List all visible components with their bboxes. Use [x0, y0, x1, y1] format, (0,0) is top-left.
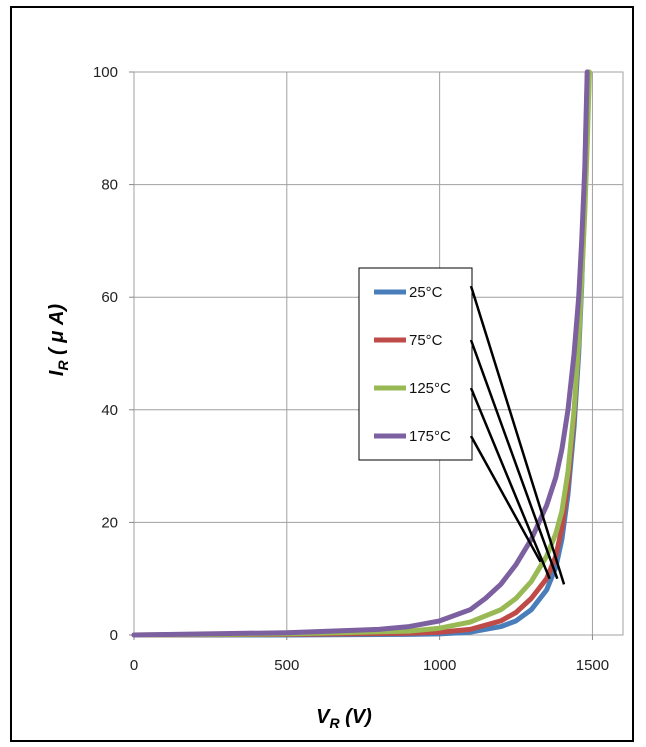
legend-box [358, 267, 473, 461]
legend-label-2: 125°C [409, 380, 451, 397]
y-tick-label: 80 [101, 177, 118, 194]
x-tick-label: 1000 [423, 657, 456, 674]
y-tick-label: 0 [110, 627, 118, 644]
x-tick-label: 500 [274, 657, 299, 674]
annotation-line-1 [469, 339, 559, 580]
y-axis-title: IR ( μ A) [46, 304, 71, 377]
x-tick-label: 1500 [576, 657, 609, 674]
y-tick-label: 100 [93, 64, 118, 81]
x-tick-label: 0 [130, 657, 138, 674]
annotation-line-3 [469, 435, 542, 563]
annotation-line-0 [469, 285, 566, 585]
y-tick-label: 60 [101, 289, 118, 306]
annotation-lines [469, 285, 566, 585]
legend-label-3: 175°C [409, 428, 451, 445]
chart-frame [10, 6, 634, 742]
legend: 25°C 75°C 125°C 175°C [358, 267, 473, 461]
y-tick-label: 20 [101, 514, 118, 531]
annotation-line-2 [469, 387, 551, 580]
y-tick-label: 40 [101, 402, 118, 419]
x-axis-title: VR (V) [316, 706, 372, 731]
legend-label-0: 25°C [409, 284, 443, 301]
series-line-3 [131, 69, 590, 638]
legend-label-1: 75°C [409, 332, 443, 349]
